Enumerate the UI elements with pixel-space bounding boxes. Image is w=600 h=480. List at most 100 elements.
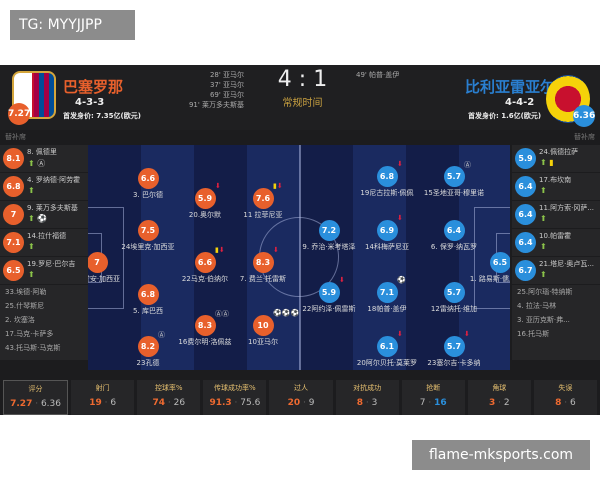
away-stat-value: 16 [434, 398, 447, 408]
event-icons: ⬆ [28, 270, 35, 279]
sub-out-icon: ⬇ [397, 330, 403, 338]
away-bench: 5.9 24.佩德拉萨 ⬆ ▮ 6.4 17.布坎南 ⬆ 6.4 11.阿方索·冈萨...… [512, 145, 600, 360]
player-name: 13霍安·加西亚 [88, 275, 121, 283]
player-rating: 10 [252, 315, 274, 336]
bench-player[interactable]: 5.9 24.佩德拉萨 ⬆ ▮ [512, 145, 600, 173]
bench-player[interactable]: 6.7 21.塔尼·奥卢瓦... ⬆ [512, 257, 600, 285]
sub-out-icon: ⬇ [397, 160, 403, 168]
bench-player[interactable]: 6.4 17.布坎南 ⬆ [512, 173, 600, 201]
player-marker[interactable]: 6.8 5. 库巴西 [108, 284, 188, 316]
away-team-rating: 6.36 [573, 105, 595, 127]
away-team-name[interactable]: 比利亚雷亚尔 [465, 78, 556, 96]
player-marker[interactable]: 5.7 12雷纳托·维加 [414, 282, 494, 314]
player-rating: 6.8 [376, 166, 398, 187]
player-name: 22阿约泽·佩雷斯 [302, 305, 356, 313]
player-marker[interactable]: 8.2 23孔德 Ⓐ [108, 331, 188, 368]
sub-in-icon: ⬆ [540, 214, 547, 223]
player-marker[interactable]: 6.4 6. 保罗·纳瓦罗 [414, 220, 494, 252]
away-penalty-box [474, 207, 510, 309]
home-stat-value: 20 [287, 398, 301, 408]
player-marker[interactable]: 8.3 16费尔明·洛佩兹 ⒶⒶ [165, 310, 245, 347]
stat-values: 74 · 26 [137, 398, 200, 408]
stat-8: 失误 8 · 6 [533, 380, 597, 415]
bench-player[interactable]: 2. 坎塞洛 [5, 316, 35, 324]
player-name: 6. 保罗·纳瓦罗 [430, 243, 478, 251]
player-marker[interactable]: 7 13霍安·加西亚 [88, 252, 137, 284]
player-rating: 5.9 [194, 188, 216, 209]
away-lineup-value: 首发身价: 1.6亿(欧元) [468, 112, 542, 120]
player-marker[interactable]: 6.1 20阿尔贝托·莫莱罗 ⬇ [347, 330, 427, 368]
goal-entry: 91' 莱万多夫斯基 [188, 101, 244, 109]
stat-0: 评分 7.27 · 6.36 [3, 380, 69, 415]
sub-out-icon: ⬇ [276, 182, 283, 190]
separator: · [165, 398, 174, 408]
player-events: Ⓐ [464, 160, 471, 170]
player-events: Ⓐ [158, 330, 165, 340]
player-marker[interactable]: 5.9 20.奥尔默 ⬇ [165, 182, 245, 220]
away-goals: 49' 帕普·盖伊 [356, 70, 416, 80]
player-marker[interactable]: 6.6 3. 巴尔德 [108, 168, 188, 200]
stat-label: 对抗成功 [353, 384, 382, 392]
yellow-card-icon: ▮ [549, 158, 554, 167]
stat-label: 评分 [28, 385, 43, 393]
player-marker[interactable]: 7.1 18帕普·盖伊 ⚽ [347, 276, 427, 314]
stat-5: 对抗成功 8 · 3 [335, 380, 399, 415]
player-marker[interactable]: 6.5 1. 路易斯·儒尼奥尔 [460, 252, 510, 284]
player-name: 18帕普·盖伊 [367, 305, 407, 313]
stat-4: 过人 20 · 9 [269, 380, 333, 415]
bench-player[interactable]: 16.托马斯 [517, 330, 550, 338]
separator: · [231, 398, 241, 408]
bench-player[interactable]: 4. 拉法·马林 [517, 302, 557, 310]
tg-label: TG: MYYJJPP [10, 10, 135, 40]
player-events: ⚽ [397, 276, 406, 284]
bench-player[interactable]: 6.4 10.帕雷霍 ⬆ [512, 229, 600, 257]
separator: · [101, 398, 111, 408]
player-marker[interactable]: 8.3 7. 费兰·托雷斯 ⬇ [223, 246, 303, 284]
player-name: 17.布坎南 [539, 176, 572, 184]
player-name: 7. 费兰·托雷斯 [239, 275, 287, 283]
bench-player[interactable]: 6.5 19.罗尼·巴尔吉 ⬆ [0, 257, 88, 285]
bench-player[interactable]: 7.1 14.拉什福德 ⬆ [0, 229, 88, 257]
player-marker[interactable]: 5.7 15圣地亚哥·穆里诺 Ⓐ [414, 161, 494, 198]
player-marker[interactable]: 5.7 23塞尔吉·卡多纳 ⬇ [414, 330, 494, 368]
event-icons: ⬆ [28, 186, 35, 195]
sub-in-icon: ⬆ [28, 214, 38, 223]
stats-bar: 评分 7.27 · 6.36 射门 19 · 6 控球率% 74 · 26 传球成功率% 91… [0, 380, 600, 415]
bench-player[interactable]: 43.托马斯·马克斯 [5, 344, 61, 352]
home-bench-label: 替补席 [5, 133, 26, 141]
home-team-name[interactable]: 巴塞罗那 [63, 78, 124, 96]
player-events: ⬇ [397, 330, 403, 338]
player-marker[interactable]: 7.2 9. 乔治·米考塔泽 [289, 220, 369, 252]
away-stat-value: 3 [371, 398, 378, 408]
bench-player[interactable]: 25.阿尔瑙·特纳斯 [517, 288, 573, 296]
player-rating: 7.1 [3, 232, 24, 253]
bench-player[interactable]: 17.马克·卡萨多 [5, 330, 54, 338]
home-lineup-value: 首发身价: 7.35亿(欧元) [63, 112, 141, 120]
bench-player[interactable]: 3. 亚历克斯·弗... [517, 316, 570, 324]
player-marker[interactable]: 7.6 11 拉菲尼亚 ▮⬇ [223, 182, 303, 220]
player-rating: 5.7 [443, 336, 465, 357]
player-rating: 6.4 [515, 204, 536, 225]
sub-in-icon: ⬆ [28, 270, 35, 279]
player-marker[interactable]: 5.9 22阿约泽·佩雷斯 ⬇ [289, 276, 369, 314]
away-stat-value: 75.6 [240, 398, 261, 408]
bench-player[interactable]: 25.什琴斯尼 [5, 302, 45, 310]
home-stat-value: 8 [555, 398, 562, 408]
separator: · [300, 398, 309, 408]
player-marker[interactable]: 6.6 22马克·伯纳尔 ▮⬇ [165, 246, 245, 284]
bench-player[interactable]: 8.1 8. 佩德里 ⬆ Ⓐ [0, 145, 88, 173]
player-marker[interactable]: 10 10亚马尔 ⚽⚽⚽ [223, 309, 303, 347]
player-rating: 6.8 [137, 284, 159, 305]
stat-values: 3 · 2 [468, 398, 531, 408]
bench-player[interactable]: 6.8 4. 罗纳德·阿劳霍 ⬆ [0, 173, 88, 201]
home-stat-value: 91.3 [209, 398, 232, 408]
bench-player[interactable]: 33.埃德·阿勒 [5, 288, 47, 296]
player-marker[interactable]: 6.9 14科梅萨尼亚 ⬇ [347, 214, 427, 252]
player-marker[interactable]: 7.5 24埃里克·加西亚 [108, 220, 188, 252]
player-name: 14科梅萨尼亚 [365, 243, 409, 251]
bench-player[interactable]: 7 9. 莱万多夫斯基 ⬆ ⚽ [0, 201, 88, 229]
player-marker[interactable]: 6.8 19尼古拉斯·佩佩 ⬇ [347, 160, 427, 198]
bench-player[interactable]: 6.4 11.阿方索·冈萨... ⬆ [512, 201, 600, 229]
player-name: 24埃里克·加西亚 [121, 243, 175, 251]
stat-2: 控球率% 74 · 26 [137, 380, 201, 415]
